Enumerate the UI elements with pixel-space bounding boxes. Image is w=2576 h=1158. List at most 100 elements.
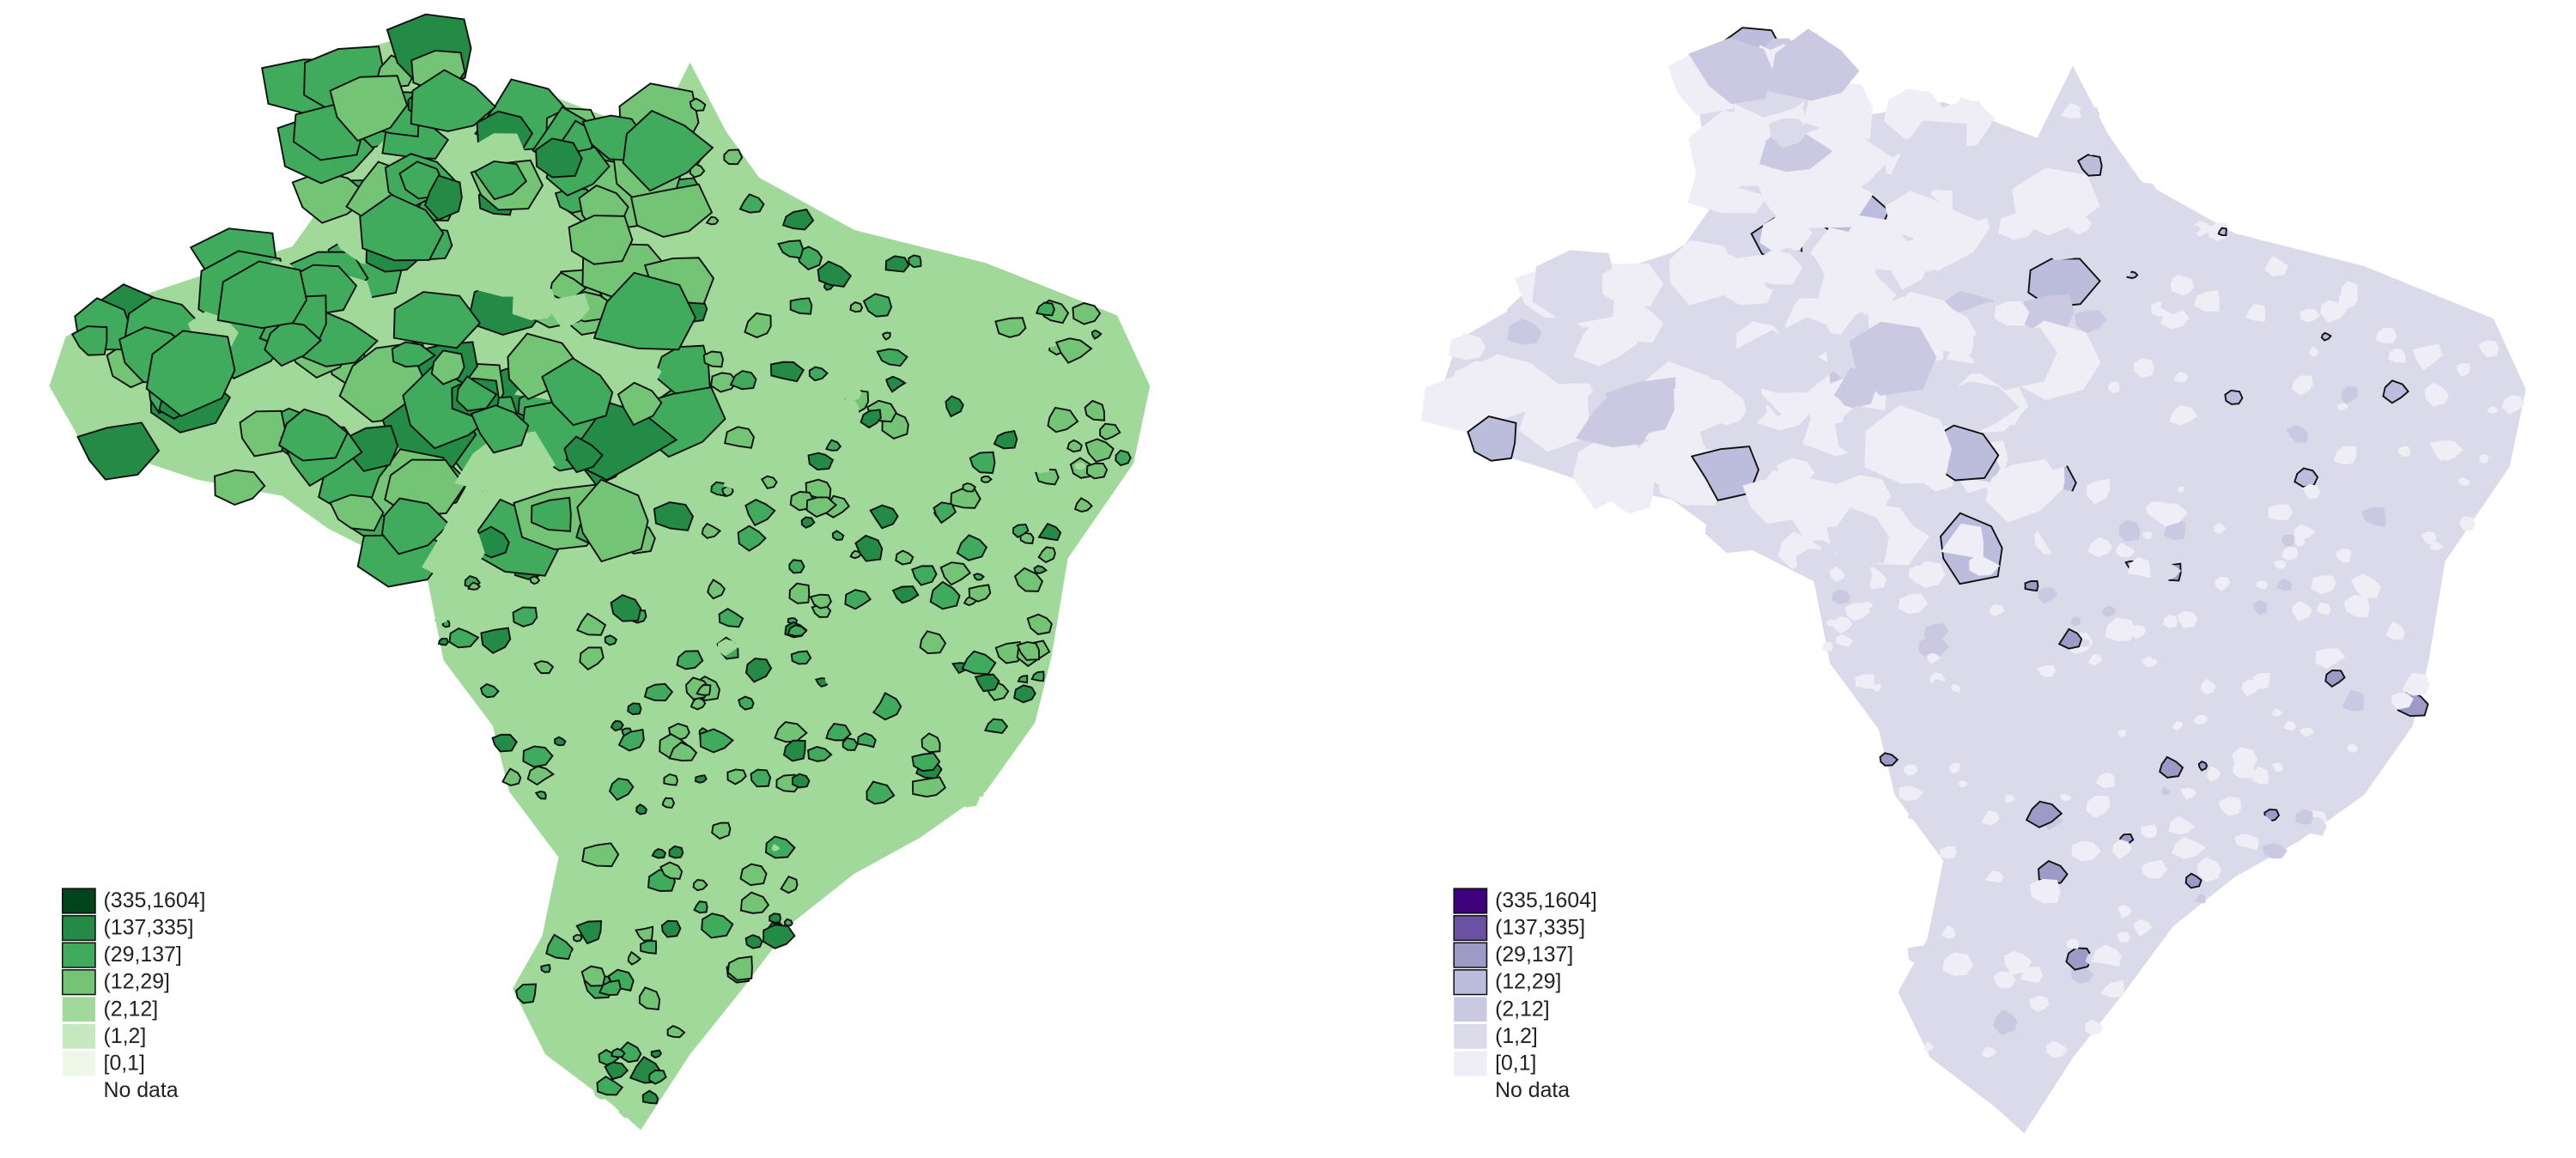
municipality — [2141, 704, 2151, 715]
municipality — [724, 426, 756, 449]
municipality — [2320, 331, 2332, 342]
legend-swatch — [61, 942, 96, 968]
municipality — [1864, 405, 1953, 484]
municipality — [2456, 363, 2471, 378]
municipality — [1826, 507, 1889, 566]
municipality — [2112, 839, 2133, 859]
municipality — [1572, 438, 1656, 510]
municipality — [329, 75, 409, 142]
municipality — [689, 97, 707, 112]
municipality — [2363, 744, 2385, 763]
legend-swatch — [62, 1023, 95, 1049]
municipality — [723, 470, 744, 489]
municipality — [869, 504, 899, 530]
municipality — [1753, 250, 1803, 285]
municipality — [2295, 809, 2313, 825]
legend-swatch — [62, 1051, 95, 1076]
municipality — [2331, 781, 2343, 791]
municipality — [2130, 624, 2147, 639]
municipality — [2380, 373, 2391, 382]
municipality — [782, 739, 806, 762]
municipality — [676, 650, 704, 670]
municipality — [1084, 399, 1106, 421]
municipality — [2501, 395, 2525, 415]
municipality — [479, 682, 500, 699]
municipality — [980, 475, 993, 483]
municipality — [659, 861, 683, 880]
municipality — [1066, 439, 1083, 453]
municipality — [451, 590, 479, 611]
municipality — [2066, 937, 2080, 949]
municipality — [1950, 683, 1961, 693]
municipality — [866, 780, 896, 805]
municipality — [2252, 600, 2268, 615]
municipality — [744, 499, 776, 527]
legend-label: (335,1604] — [1495, 888, 1597, 912]
municipality — [788, 559, 805, 574]
municipality — [2338, 289, 2359, 309]
municipality — [668, 741, 698, 762]
municipality — [1879, 752, 1899, 767]
municipality — [710, 372, 738, 393]
municipality — [1600, 301, 1664, 343]
municipality — [277, 408, 349, 462]
municipality — [699, 728, 735, 754]
municipality — [2215, 576, 2230, 591]
municipality — [2091, 944, 2122, 967]
municipality — [629, 183, 714, 238]
municipality — [2074, 310, 2107, 334]
municipality — [2004, 794, 2015, 803]
municipality — [561, 888, 588, 912]
municipality — [1969, 554, 2001, 576]
municipality — [2071, 840, 2101, 862]
municipality — [2375, 327, 2397, 343]
municipality — [841, 383, 862, 402]
municipality — [2118, 519, 2141, 543]
municipality — [1993, 971, 2016, 989]
municipality — [2173, 372, 2189, 383]
municipality — [2045, 1040, 2069, 1058]
legend-label: (137,335] — [104, 916, 194, 940]
municipality — [2232, 747, 2257, 771]
municipality — [599, 349, 662, 396]
municipality — [2224, 389, 2244, 405]
municipality — [622, 109, 714, 192]
municipality — [807, 452, 835, 471]
municipality — [762, 924, 796, 949]
municipality — [467, 581, 482, 591]
municipality — [1013, 567, 1044, 592]
municipality — [635, 474, 671, 502]
legend-label: (2,12] — [1495, 997, 1550, 1021]
municipality — [1601, 263, 1664, 307]
municipality — [1084, 438, 1115, 463]
municipality — [1688, 110, 1777, 186]
municipality — [76, 421, 161, 481]
municipality — [885, 375, 907, 393]
municipality — [2019, 867, 2038, 882]
municipality — [800, 516, 816, 529]
municipality — [809, 593, 833, 609]
municipality — [2478, 340, 2500, 358]
legend-label: [0,1] — [1495, 1051, 1536, 1075]
municipality — [491, 733, 518, 753]
municipality — [2117, 175, 2141, 192]
municipality — [545, 933, 574, 961]
municipality — [2142, 656, 2158, 668]
municipality — [2003, 950, 2032, 975]
municipality — [2038, 633, 2064, 656]
municipality — [2309, 346, 2319, 357]
municipality — [1958, 780, 1969, 788]
municipality — [1903, 764, 1918, 776]
municipality — [1905, 231, 1966, 272]
municipality — [2080, 752, 2090, 761]
municipality — [575, 920, 603, 945]
municipality — [2177, 486, 2185, 494]
municipality — [604, 634, 618, 646]
municipality — [576, 478, 649, 563]
municipality — [596, 1076, 624, 1096]
municipality — [1019, 531, 1035, 544]
municipality — [808, 366, 829, 382]
municipality — [1907, 801, 1929, 822]
municipality — [2397, 446, 2411, 457]
municipality — [640, 940, 658, 955]
